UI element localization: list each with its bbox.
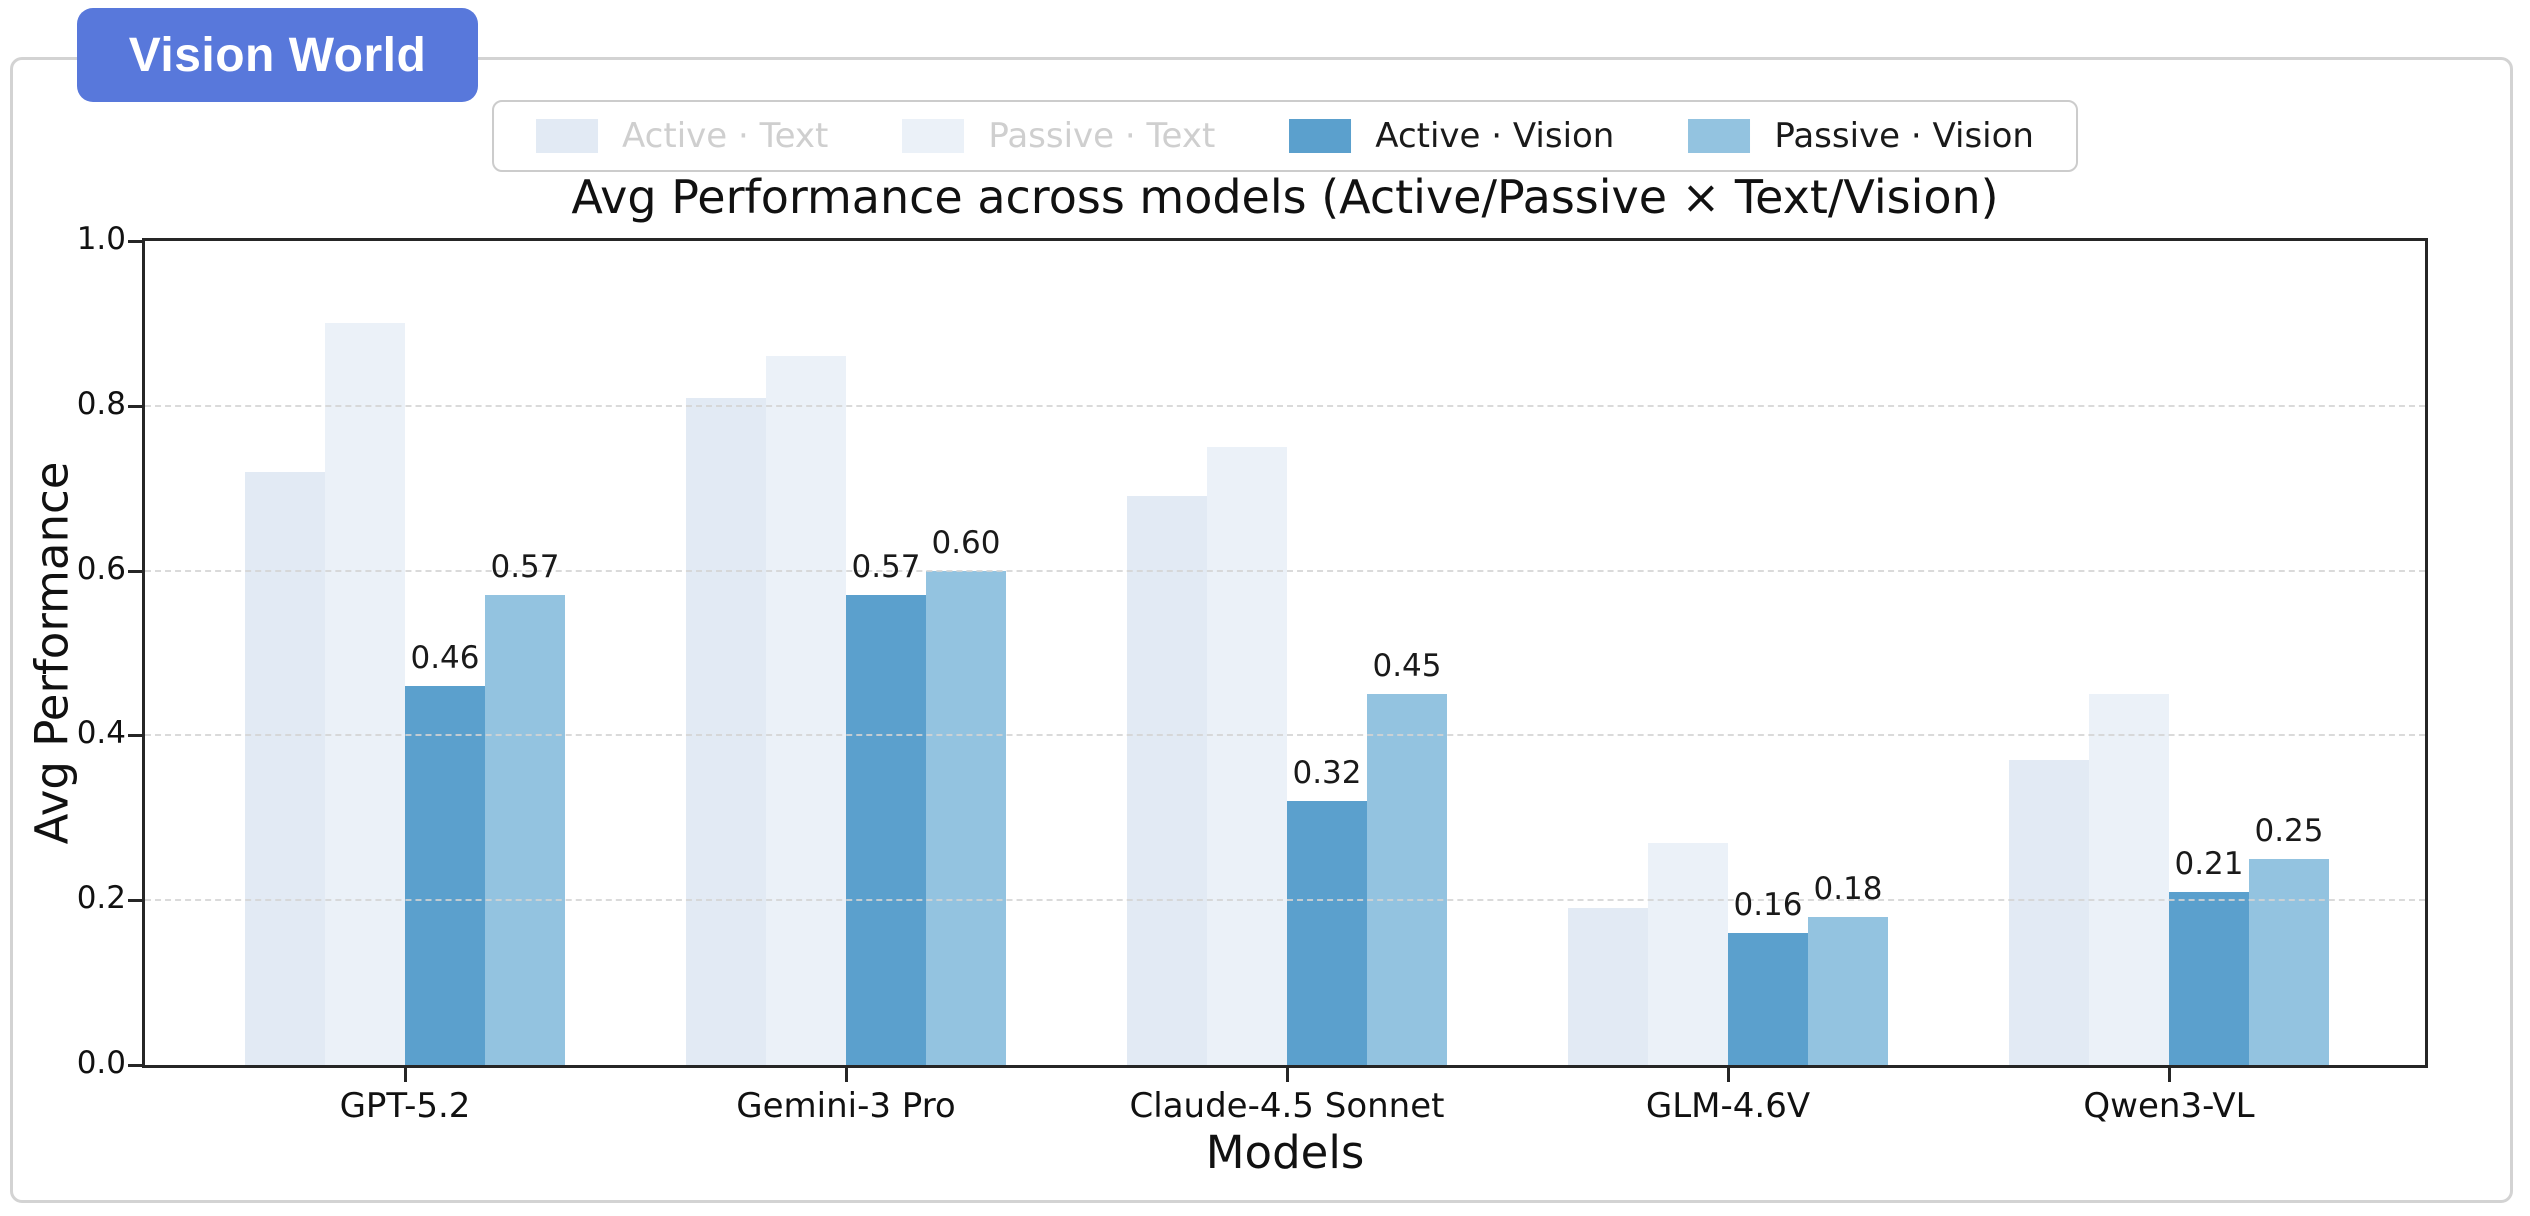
x-tick-label: Gemini-3 Pro [736,1086,956,1126]
gridline [145,405,2425,407]
y-tick-mark [128,405,142,408]
value-label: 0.45 [1372,648,1442,684]
legend-label: Passive · Vision [1774,116,2034,156]
vision-world-badge: Vision World [77,8,478,102]
bar [1648,843,1728,1065]
bar [2009,760,2089,1065]
bar [2169,892,2249,1065]
legend-swatch [1688,119,1751,153]
bar [1207,447,1287,1065]
legend-item: Passive · Text [902,116,1215,156]
value-label: 0.46 [410,640,480,676]
bar [485,595,565,1065]
legend-item: Active · Vision [1289,116,1614,156]
x-tick-label: GPT-5.2 [339,1086,471,1126]
value-label: 0.21 [2174,846,2244,882]
bar [846,595,926,1065]
bar [325,323,405,1065]
chart-title: Avg Performance across models (Active/Pa… [571,170,1999,224]
bar [245,472,325,1065]
value-label: 0.16 [1733,887,1803,923]
y-tick-mark [128,570,142,573]
bar [686,398,766,1065]
legend-swatch [536,119,599,153]
x-tick-mark [2168,1068,2171,1082]
gridline [145,570,2425,572]
y-tick-label: 0.0 [76,1045,126,1081]
plot-area: 0.46 0.57 0.57 0.60 0.32 0.45 0.16 0.18 0.21 0.25 [142,238,2428,1068]
legend-item: Passive · Vision [1688,116,2034,156]
y-axis-label: Avg Performance [25,461,79,845]
legend-swatch [1289,119,1352,153]
y-tick-label: 0.4 [76,715,126,751]
y-tick-label: 0.2 [76,880,126,916]
x-tick-label: Qwen3-VL [2083,1086,2255,1126]
gridline [145,899,2425,901]
legend-label: Active · Vision [1375,116,1615,156]
y-tick-label: 1.0 [76,221,126,257]
bar [926,571,1006,1065]
legend-swatch [902,119,965,153]
y-tick-mark [128,240,142,243]
value-label: 0.25 [2254,813,2324,849]
bar [766,356,846,1065]
value-label: 0.57 [490,549,560,585]
y-tick-label: 0.8 [76,386,126,422]
chart-legend: Active · Text Passive · Text Active · Visi… [492,100,2078,172]
y-tick-mark [128,899,142,902]
value-label: 0.18 [1813,871,1883,907]
bar [2249,859,2329,1065]
bar [2089,694,2169,1065]
y-tick-mark [128,1064,142,1067]
y-tick-label: 0.6 [76,551,126,587]
value-label: 0.57 [851,549,921,585]
gridline [145,734,2425,736]
x-axis-label: Models [1205,1126,1365,1179]
bar [1808,917,1888,1065]
x-tick-mark [404,1068,407,1082]
value-label: 0.60 [931,525,1001,561]
legend-item: Active · Text [536,116,828,156]
x-tick-mark [1727,1068,1730,1082]
x-tick-label: Claude-4.5 Sonnet [1129,1086,1445,1126]
bar [1568,908,1648,1065]
bar [1127,496,1207,1065]
bar [1728,933,1808,1065]
bar [1287,801,1367,1065]
legend-label: Active · Text [622,116,829,156]
bar [405,686,485,1065]
legend-label: Passive · Text [988,116,1216,156]
x-tick-label: GLM-4.6V [1645,1086,1811,1126]
y-tick-mark [128,734,142,737]
value-label: 0.32 [1292,755,1362,791]
x-tick-mark [845,1068,848,1082]
x-tick-mark [1286,1068,1289,1082]
bar [1367,694,1447,1065]
